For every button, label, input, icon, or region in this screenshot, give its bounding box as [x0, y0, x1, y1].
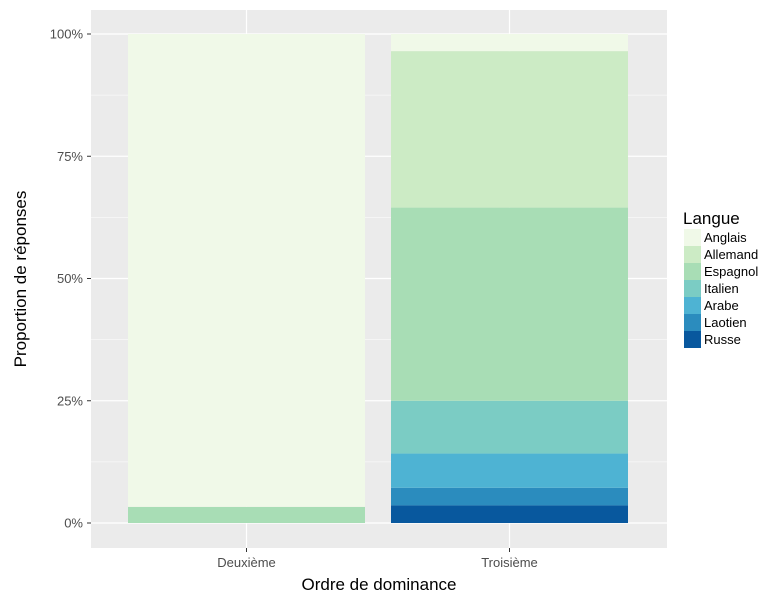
y-tick-label: 0%	[64, 516, 83, 531]
legend-label: Arabe	[704, 298, 739, 313]
bar-segment-russe	[391, 505, 628, 523]
y-axis-title: Proportion de réponses	[11, 191, 30, 368]
x-axis: Deuxième Troisième	[217, 548, 538, 570]
bar-segment-laotien	[391, 487, 628, 506]
legend-key-anglais	[684, 229, 701, 246]
legend-key-allemand	[684, 246, 701, 263]
legend-key-laotien	[684, 314, 701, 331]
legend: Langue Anglais Allemand Espagnol Italien Ara…	[683, 209, 758, 348]
legend-key-russe	[684, 331, 701, 348]
legend-label: Anglais	[704, 230, 747, 245]
x-axis-title: Ordre de dominance	[302, 575, 457, 594]
y-tick-label: 75%	[57, 149, 83, 164]
bar-segment-espagnol	[128, 506, 365, 523]
legend-key-arabe	[684, 297, 701, 314]
x-tick-label: Deuxième	[217, 555, 276, 570]
bars	[128, 34, 628, 523]
bar-segment-allemand	[391, 51, 628, 208]
y-tick-label: 100%	[50, 27, 84, 42]
bar-segment-espagnol	[391, 207, 628, 401]
bar-segment-italien	[391, 400, 628, 454]
legend-key-italien	[684, 280, 701, 297]
x-tick-label: Troisième	[481, 555, 538, 570]
bar-segment-arabe	[391, 453, 628, 488]
legend-label: Espagnol	[704, 264, 758, 279]
legend-title: Langue	[683, 209, 740, 228]
bar-segment-anglais	[128, 34, 365, 507]
legend-label: Allemand	[704, 247, 758, 262]
y-tick-label: 50%	[57, 271, 83, 286]
bar-segment-anglais	[391, 34, 628, 52]
legend-label: Russe	[704, 332, 741, 347]
legend-label: Italien	[704, 281, 739, 296]
y-axis: 0% 25% 50% 75% 100%	[50, 27, 91, 531]
legend-key-espagnol	[684, 263, 701, 280]
y-tick-label: 25%	[57, 393, 83, 408]
legend-label: Laotien	[704, 315, 747, 330]
